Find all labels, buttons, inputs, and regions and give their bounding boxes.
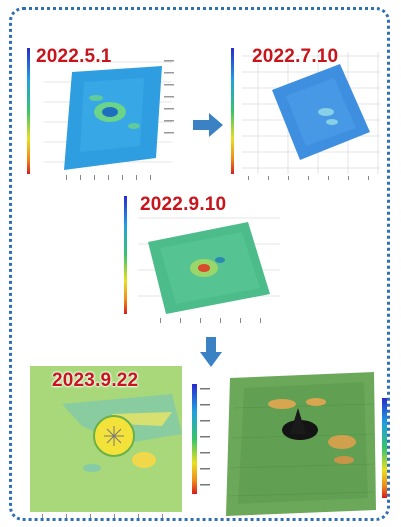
date-label: 2022.5.1	[36, 46, 112, 67]
survey-panel-2022-5-1: 2022.5.1	[24, 42, 184, 182]
date-label: 2022.9.10	[140, 194, 227, 215]
date-label: 2023.9.22	[52, 370, 139, 391]
survey-panel-2023-9-22: 2023.9.22	[22, 364, 218, 520]
terrain-map-1	[27, 48, 174, 180]
survey-panel-2022-9-10: 2022.9.10	[120, 188, 290, 328]
arrow-right-icon	[193, 113, 223, 137]
terrain-map-2	[231, 48, 380, 180]
date-label: 2022.7.10	[252, 46, 339, 67]
terrain-map-5	[226, 372, 387, 516]
terrain-map-3	[124, 196, 280, 323]
arrow-down-icon	[200, 337, 222, 367]
terrain-map-4	[30, 366, 210, 518]
terrain-3d-view	[224, 368, 394, 518]
dotted-frame	[9, 7, 390, 521]
survey-panel-2022-7-10: 2022.7.10	[228, 42, 388, 182]
